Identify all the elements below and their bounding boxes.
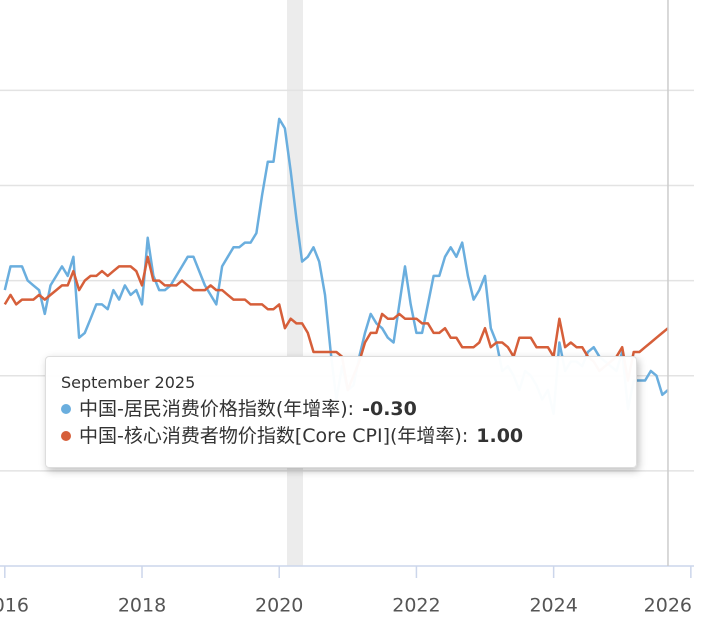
x-tick-label: 2024 bbox=[529, 595, 577, 617]
x-tick-label: 2016 bbox=[0, 595, 29, 617]
tooltip-rows: 中国-居民消费价格指数(年增率): -0.30 中国-核心消费者物价指数[Core … bbox=[61, 396, 636, 450]
tooltip-marker bbox=[61, 403, 71, 414]
tooltip-marker bbox=[61, 430, 71, 441]
x-tick-label: 2020 bbox=[255, 595, 303, 617]
tooltip-row: 中国-居民消费价格指数(年增率): -0.30 bbox=[61, 396, 636, 423]
tooltip-title: September 2025 bbox=[61, 373, 196, 392]
x-tick-label: 2018 bbox=[118, 595, 166, 617]
plot-band bbox=[287, 0, 303, 566]
x-tick-label: 2026 bbox=[644, 595, 692, 617]
tooltip: September 2025 中国-居民消费价格指数(年增率): -0.30 中国-… bbox=[45, 356, 637, 468]
tooltip-series-name: 中国-居民消费价格指数(年增率): bbox=[79, 398, 355, 420]
tooltip-value: 1.00 bbox=[476, 425, 524, 447]
tooltip-series-name: 中国-核心消费者物价指数[Core CPI](年增率): bbox=[79, 425, 469, 447]
series-line bbox=[3, 255, 669, 392]
tooltip-row: 中国-核心消费者物价指数[Core CPI](年增率): 1.00 bbox=[61, 423, 636, 450]
x-tick-label: 2022 bbox=[392, 595, 440, 617]
tooltip-value: -0.30 bbox=[362, 398, 417, 420]
